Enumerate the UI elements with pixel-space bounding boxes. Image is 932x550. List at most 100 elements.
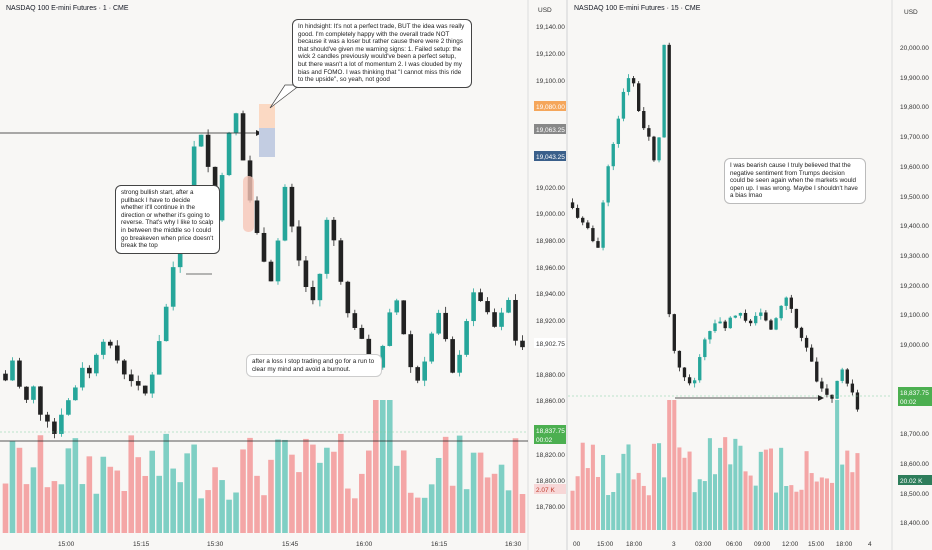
- candle-body: [606, 166, 610, 203]
- volume-bar: [575, 476, 580, 530]
- chart-title-15min: NASDAQ 100 E-mini Futures · 15 · CME: [574, 5, 701, 12]
- price-tick-label: 18,920.00: [536, 318, 565, 325]
- volume-bar: [748, 475, 753, 530]
- candle-body: [114, 345, 120, 361]
- candle-body: [10, 360, 15, 381]
- price-tick-label: 18,940.00: [536, 291, 565, 298]
- volume-bar: [407, 492, 414, 533]
- candle-body: [31, 386, 36, 400]
- candle-body: [601, 202, 605, 248]
- price-tick-label: 2.07 K: [536, 487, 555, 494]
- chart-title-1min: NASDAQ 100 E-mini Futures · 1 · CME: [6, 5, 129, 12]
- price-tick-label: 19,800.00: [900, 104, 929, 111]
- volume-bar: [51, 481, 58, 533]
- candle-body: [637, 83, 641, 112]
- plot-area: [0, 0, 528, 538]
- price-tick-label-bg: [534, 124, 566, 134]
- candle-body: [621, 91, 626, 119]
- volume-bar: [662, 477, 667, 530]
- price-tick-label: 19,120.00: [536, 51, 565, 58]
- price-tick-label: 19,100.00: [536, 78, 565, 85]
- candle-body: [324, 219, 330, 274]
- candle-body: [492, 312, 497, 327]
- chart-pane-15min[interactable]: USD 20,000.00 19,900.00 19,800.00 19,700.00 1…: [568, 0, 932, 550]
- volume-bar: [850, 472, 855, 530]
- candle-body: [254, 200, 260, 233]
- chart-pane-1min[interactable]: USD 19,140.00 19,120.00 19,100.00 19,080.00 1…: [0, 0, 566, 550]
- price-tick-label: 18,780.00: [536, 504, 565, 511]
- candle-body: [94, 354, 99, 374]
- pane-divider[interactable]: [566, 0, 568, 550]
- price-tick-label: 19,200.00: [900, 283, 929, 290]
- volume-bar: [310, 444, 316, 533]
- candle-body: [282, 186, 288, 241]
- candle-body: [748, 320, 753, 324]
- volume-bar: [2, 483, 9, 533]
- candle-body: [506, 299, 511, 313]
- time-tick-label: 15:00: [58, 541, 75, 548]
- candle-body: [723, 321, 727, 329]
- candle-body: [380, 345, 386, 368]
- volume-bar: [621, 453, 626, 530]
- volume-bar: [317, 462, 323, 533]
- candle-body: [642, 111, 646, 129]
- candle-body: [652, 136, 656, 161]
- volume-bar: [687, 451, 692, 530]
- candle-body: [825, 388, 829, 395]
- volume-bar: [667, 400, 672, 530]
- volume-bar: [477, 452, 484, 533]
- candle-body: [338, 240, 344, 282]
- volume-bar: [697, 479, 702, 530]
- candle-body: [794, 308, 799, 328]
- volume-bar: [646, 495, 651, 530]
- volume-bar: [794, 491, 799, 530]
- candle-body: [708, 331, 712, 340]
- candle-body: [422, 361, 427, 381]
- volume-bar: [672, 400, 677, 530]
- candle-body: [667, 44, 671, 315]
- candle-body: [774, 318, 778, 330]
- candle-body: [142, 385, 148, 394]
- time-tick-label: 16:00: [356, 541, 373, 548]
- volume-bar: [16, 447, 23, 533]
- volume-bar: [386, 400, 393, 533]
- candle-body: [198, 134, 204, 147]
- chart-canvas-1min[interactable]: USD 19,140.00 19,120.00 19,100.00 19,080.00 1…: [0, 0, 566, 550]
- candle-body: [626, 78, 631, 92]
- volume-bar: [580, 442, 585, 530]
- candle-body: [754, 315, 758, 324]
- volume-bar: [177, 482, 183, 533]
- volume-bar: [9, 441, 16, 533]
- price-tick-label: 19,900.00: [900, 75, 929, 82]
- price-tick-label: 19,600.00: [900, 164, 929, 171]
- candle-body: [499, 312, 504, 327]
- candle-body: [73, 387, 78, 401]
- time-tick-label: 03:00: [695, 541, 712, 548]
- volume-bar: [784, 485, 789, 530]
- candle-body: [436, 312, 441, 334]
- volume-bar: [611, 492, 616, 530]
- volume-bar: [763, 449, 768, 530]
- volume-bar: [268, 459, 274, 533]
- volume-bar: [261, 495, 267, 533]
- volume-bar: [393, 465, 400, 533]
- note-hindsight: In hindsight: It's not a perfect trade, …: [292, 19, 472, 88]
- time-tick-label: 00: [573, 541, 581, 548]
- volume-bar: [845, 450, 850, 530]
- volume-bar: [758, 451, 763, 530]
- target-zone: [259, 104, 275, 128]
- price-tick-label: 18,837.75: [536, 428, 565, 435]
- time-tick-label: 15:15: [133, 541, 150, 548]
- volume-bar: [23, 484, 30, 533]
- chart-canvas-15min[interactable]: USD 20,000.00 19,900.00 19,800.00 19,700.00 1…: [568, 0, 932, 550]
- candle-body: [471, 292, 476, 322]
- volume-bar: [30, 467, 37, 533]
- volume-bar: [324, 447, 330, 533]
- candle-body: [840, 369, 844, 381]
- candle-body: [24, 386, 29, 400]
- candle-body: [331, 219, 337, 241]
- candle-body: [296, 226, 302, 261]
- volume-bar: [768, 448, 773, 530]
- candle-body: [268, 261, 274, 282]
- volume-bar: [835, 400, 840, 530]
